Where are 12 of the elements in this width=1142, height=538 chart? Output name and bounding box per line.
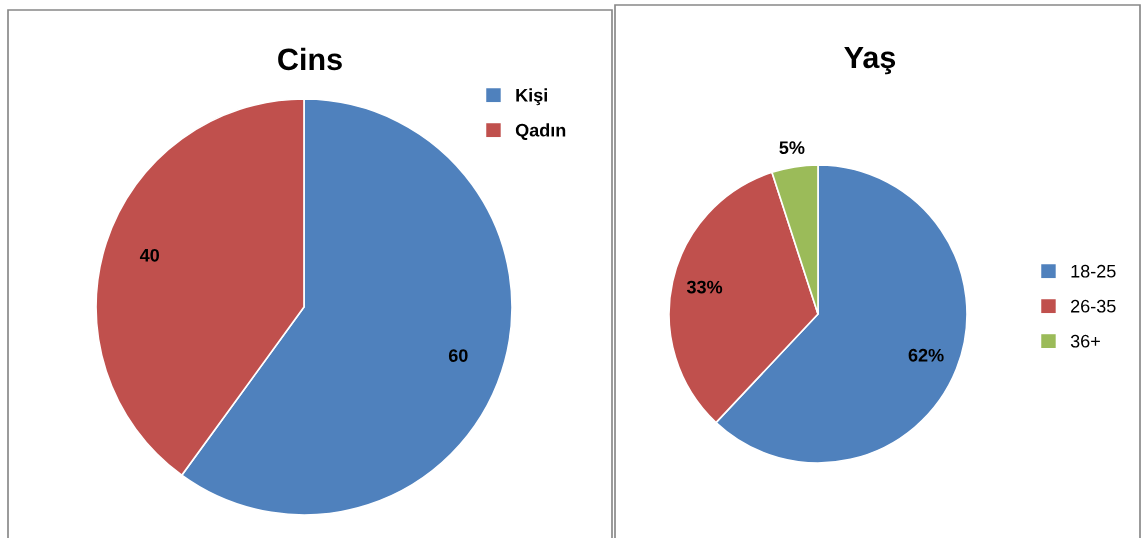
- legend-label: 36+: [1070, 334, 1100, 348]
- chart-title: Cins: [278, 47, 342, 71]
- data-label: 60: [448, 349, 468, 362]
- legend-label: 18-25: [1071, 264, 1116, 278]
- chart-title: Yaş: [844, 46, 896, 75]
- legend-label: 26-35: [1071, 299, 1116, 313]
- data-label: 33%: [686, 280, 723, 294]
- data-label: 62%: [908, 348, 944, 362]
- data-label: 5%: [779, 141, 805, 155]
- legend-label: Kişi: [516, 88, 547, 106]
- legend-label: Qadın: [515, 123, 566, 140]
- data-label: 40: [139, 248, 159, 262]
